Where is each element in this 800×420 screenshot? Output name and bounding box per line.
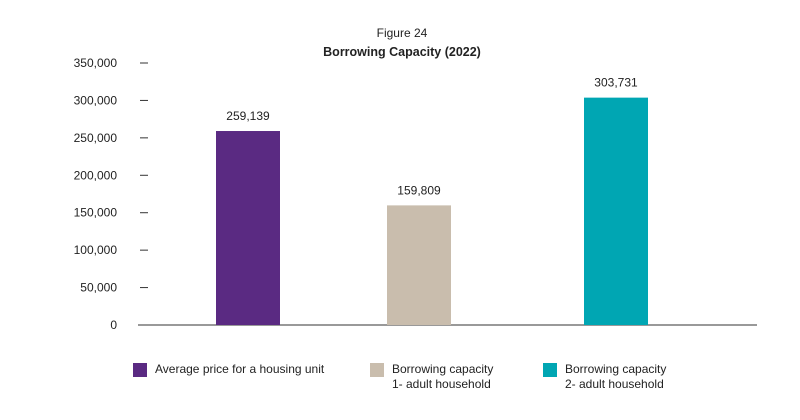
- y-tick-label: 150,000: [74, 206, 118, 220]
- bar-3: [584, 97, 648, 325]
- bar-2: [387, 205, 451, 325]
- data-label-3: 303,731: [594, 76, 638, 90]
- legend-item-borrowing-2-adult: Borrowing capacity 2- adult household: [543, 362, 666, 392]
- legend-label-line2: 2- adult household: [565, 377, 664, 391]
- data-label-1: 259,139: [226, 109, 270, 123]
- y-tick-label: 0: [110, 318, 117, 332]
- figure-label: Figure 24: [377, 26, 428, 40]
- legend-label: Borrowing capacity: [565, 362, 667, 376]
- y-tick-label: 100,000: [74, 243, 118, 257]
- legend-swatch: [543, 363, 557, 377]
- y-tick-label: 200,000: [74, 168, 118, 182]
- legend-item-borrowing-1-adult: Borrowing capacity 1- adult household: [370, 362, 493, 392]
- legend-item-average-price: Average price for a housing unit: [133, 362, 324, 377]
- bar-1: [216, 131, 280, 325]
- legend: Average price for a housing unit Borrowi…: [133, 362, 773, 402]
- legend-label-line2: 1- adult household: [392, 377, 491, 391]
- y-axis: 0 50,000 100,000 150,000 200,000 250,000 300,0…: [74, 56, 148, 332]
- chart-title: Borrowing Capacity (2022): [323, 45, 481, 59]
- legend-swatch: [133, 363, 147, 377]
- data-label-2: 159,809: [397, 183, 441, 197]
- legend-swatch: [370, 363, 384, 377]
- y-tick-label: 350,000: [74, 56, 118, 70]
- y-tick-label: 50,000: [80, 281, 117, 295]
- bars: 259,139 159,809 303,731: [216, 76, 648, 325]
- y-tick-label: 300,000: [74, 93, 118, 107]
- legend-label: Average price for a housing unit: [155, 362, 325, 376]
- y-tick-label: 250,000: [74, 131, 118, 145]
- legend-label: Borrowing capacity: [392, 362, 494, 376]
